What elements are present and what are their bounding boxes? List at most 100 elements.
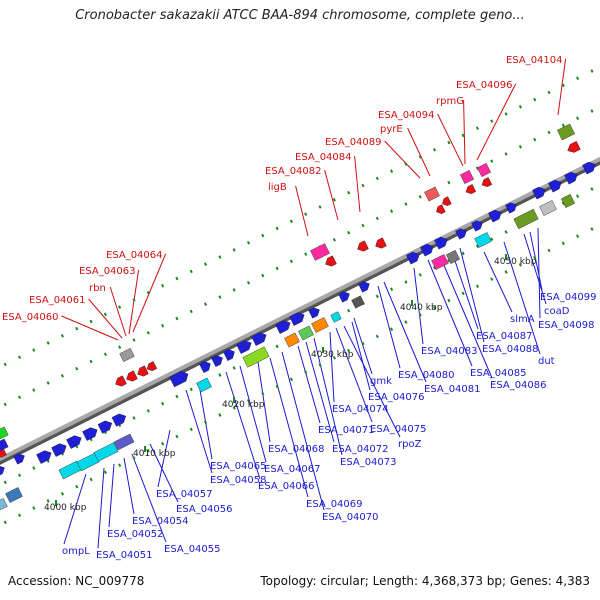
label-esa_04073: ESA_04073 — [340, 457, 397, 468]
label-esa_04056: ESA_04056 — [176, 504, 233, 515]
guide-track-3 — [0, 223, 600, 527]
forward-cds-24-shape — [532, 186, 546, 200]
feature-block-6-shape — [5, 487, 23, 503]
forward-cds-13 — [289, 312, 305, 326]
feature-block-20 — [460, 170, 474, 184]
forward-cds-19 — [434, 236, 448, 250]
leader-esa_04068 — [257, 361, 271, 443]
forward-cds-22-shape — [488, 209, 502, 223]
feature-block-25-shape — [557, 123, 575, 141]
feature-block-10-shape — [242, 346, 270, 368]
feature-block-10 — [242, 346, 270, 368]
forward-cds-2 — [66, 435, 82, 449]
reverse-cds-11-shape — [481, 177, 493, 187]
forward-cds-13-shape — [289, 312, 305, 326]
feature-block-21 — [477, 163, 491, 177]
feature-block-8-shape — [119, 348, 135, 362]
forward-cds-17 — [406, 251, 420, 265]
forward-cds-8-shape — [211, 355, 223, 367]
label-ligb: ligB — [268, 182, 287, 193]
label-esa_04054: ESA_04054 — [132, 516, 189, 527]
label-gmk: gmk — [370, 376, 392, 387]
label-esa_04083: ESA_04083 — [421, 346, 478, 357]
leader-esa_04065 — [199, 389, 213, 460]
forward-cds-7 — [199, 361, 211, 373]
feature-block-4 — [0, 426, 9, 442]
reverse-cds-7 — [375, 237, 387, 249]
leader-esa_04073 — [313, 337, 343, 456]
leader-esa_04072 — [305, 341, 335, 443]
reverse-cds-10-shape — [465, 184, 477, 194]
leader-esa_04058 — [185, 389, 213, 474]
forward-cds-22 — [488, 209, 502, 223]
genome-summary: Topology: circular; Length: 4,368,373 bp… — [260, 574, 590, 588]
feature-block-8 — [119, 348, 135, 362]
reverse-cds-0 — [115, 375, 127, 387]
reverse-cds-12 — [567, 141, 581, 153]
label-rbn: rbn — [89, 283, 106, 294]
feature-block-2 — [93, 442, 119, 462]
label-esa_04069: ESA_04069 — [306, 499, 363, 510]
leader-esa_04061 — [88, 298, 123, 339]
kbp-tick-label-1: 4010 kbp — [133, 449, 176, 459]
forward-cds-8 — [211, 355, 223, 367]
feature-block-18-shape — [446, 250, 460, 264]
kbp-tick-label-4: 4040 kbp — [400, 303, 443, 313]
leader-esa_04075 — [335, 327, 373, 423]
label-esa_04104: ESA_04104 — [506, 55, 563, 66]
leader-rbn — [109, 286, 127, 337]
kbp-ticks: 4000 kbp 4010 kbp 4020 kbp 4030 kbp 4040 kbp… — [44, 254, 537, 513]
forward-cds-29-shape — [13, 453, 25, 465]
feature-block-11 — [284, 332, 300, 348]
label-esa_04080: ESA_04080 — [398, 370, 455, 381]
label-esa_04064: ESA_04064 — [106, 250, 163, 261]
leader-esa_04081 — [383, 281, 427, 383]
leader-esa_04104 — [557, 58, 567, 116]
leader-esa_04055 — [131, 453, 167, 543]
leader-rpoz — [343, 325, 401, 438]
label-esa_04074: ESA_04074 — [332, 404, 389, 415]
reverse-cds-1 — [126, 370, 138, 382]
forward-cds-17-shape — [406, 251, 420, 265]
forward-cds-28-shape — [0, 465, 5, 477]
label-esa_04070: ESA_04070 — [322, 512, 379, 523]
label-esa_04084: ESA_04084 — [295, 152, 352, 163]
feature-block-24-shape — [539, 200, 557, 216]
forward-cds-16 — [358, 281, 370, 293]
leader-esa_04074 — [329, 331, 335, 403]
forward-cds-4 — [97, 420, 113, 434]
leader-esa_04087 — [451, 251, 479, 330]
feature-block-13-shape — [311, 317, 329, 333]
feature-block-7-shape — [0, 498, 8, 512]
forward-cds-0-shape — [36, 450, 52, 464]
feature-block-21-shape — [477, 163, 491, 177]
label-esa_04068: ESA_04068 — [268, 444, 325, 455]
leader-esa_04069 — [269, 357, 309, 498]
reverse-cds-2 — [137, 365, 149, 377]
forward-cds-7-shape — [199, 361, 211, 373]
leader-esa_04076 — [351, 321, 371, 391]
feature-block-15 — [310, 243, 330, 261]
feature-block-3 — [113, 433, 135, 451]
forward-cds-23 — [505, 202, 517, 214]
label-esa_04061: ESA_04061 — [29, 295, 86, 306]
forward-cds-28 — [0, 465, 5, 477]
leader-esa_04052 — [108, 463, 115, 528]
forward-cds-29 — [13, 453, 25, 465]
feature-block-5 — [0, 438, 9, 454]
map-title: Cronobacter sakazakii ATCC BAA-894 chrom… — [75, 8, 525, 23]
label-rpoz: rpoZ — [398, 439, 422, 450]
forward-cds-1-shape — [51, 443, 67, 457]
label-esa_04066: ESA_04066 — [258, 481, 315, 492]
feature-block-16 — [424, 186, 440, 202]
reverse-cds-5 — [325, 255, 337, 267]
label-dut: dut — [538, 356, 555, 367]
forward-cds-20 — [455, 228, 467, 240]
label-esa_04057: ESA_04057 — [156, 489, 213, 500]
leader-pyre — [407, 127, 431, 177]
feature-block-7 — [0, 498, 8, 512]
feature-block-9-shape — [196, 377, 212, 393]
forward-cds-18-shape — [420, 243, 434, 257]
feature-block-2-shape — [93, 442, 119, 462]
leader-rpmg — [463, 99, 466, 165]
